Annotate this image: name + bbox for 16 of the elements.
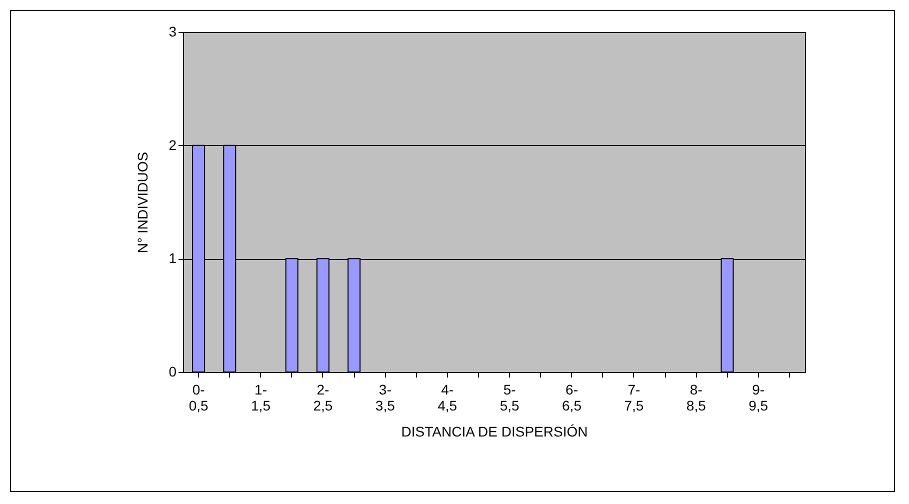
x-tick-label: 4-4,5 bbox=[438, 382, 458, 414]
y-axis-title: N° INDIVIDUOS bbox=[134, 152, 151, 254]
x-tick-label: 1-1,5 bbox=[251, 382, 271, 414]
x-tick-label: 2-2,5 bbox=[313, 382, 333, 414]
x-tick-label: 3-3,5 bbox=[375, 382, 396, 414]
y-tick-label: 0 bbox=[168, 364, 177, 380]
x-tick-label: 8-8,5 bbox=[686, 382, 706, 414]
y-tick-label: 1 bbox=[168, 250, 177, 266]
x-tick-label: 6-6,5 bbox=[562, 382, 582, 414]
x-tick-label: 7-7,5 bbox=[624, 382, 644, 414]
x-tick-label: 0-0,5 bbox=[188, 382, 208, 414]
x-axis-title: DISTANCIA DE DISPERSIÓN bbox=[401, 424, 588, 440]
y-tick-label: 2 bbox=[168, 136, 177, 153]
y-tick-label: 3 bbox=[168, 24, 177, 40]
x-tick-label: 9-9,5 bbox=[748, 382, 768, 414]
x-tick-label: 5-5,5 bbox=[500, 382, 520, 414]
